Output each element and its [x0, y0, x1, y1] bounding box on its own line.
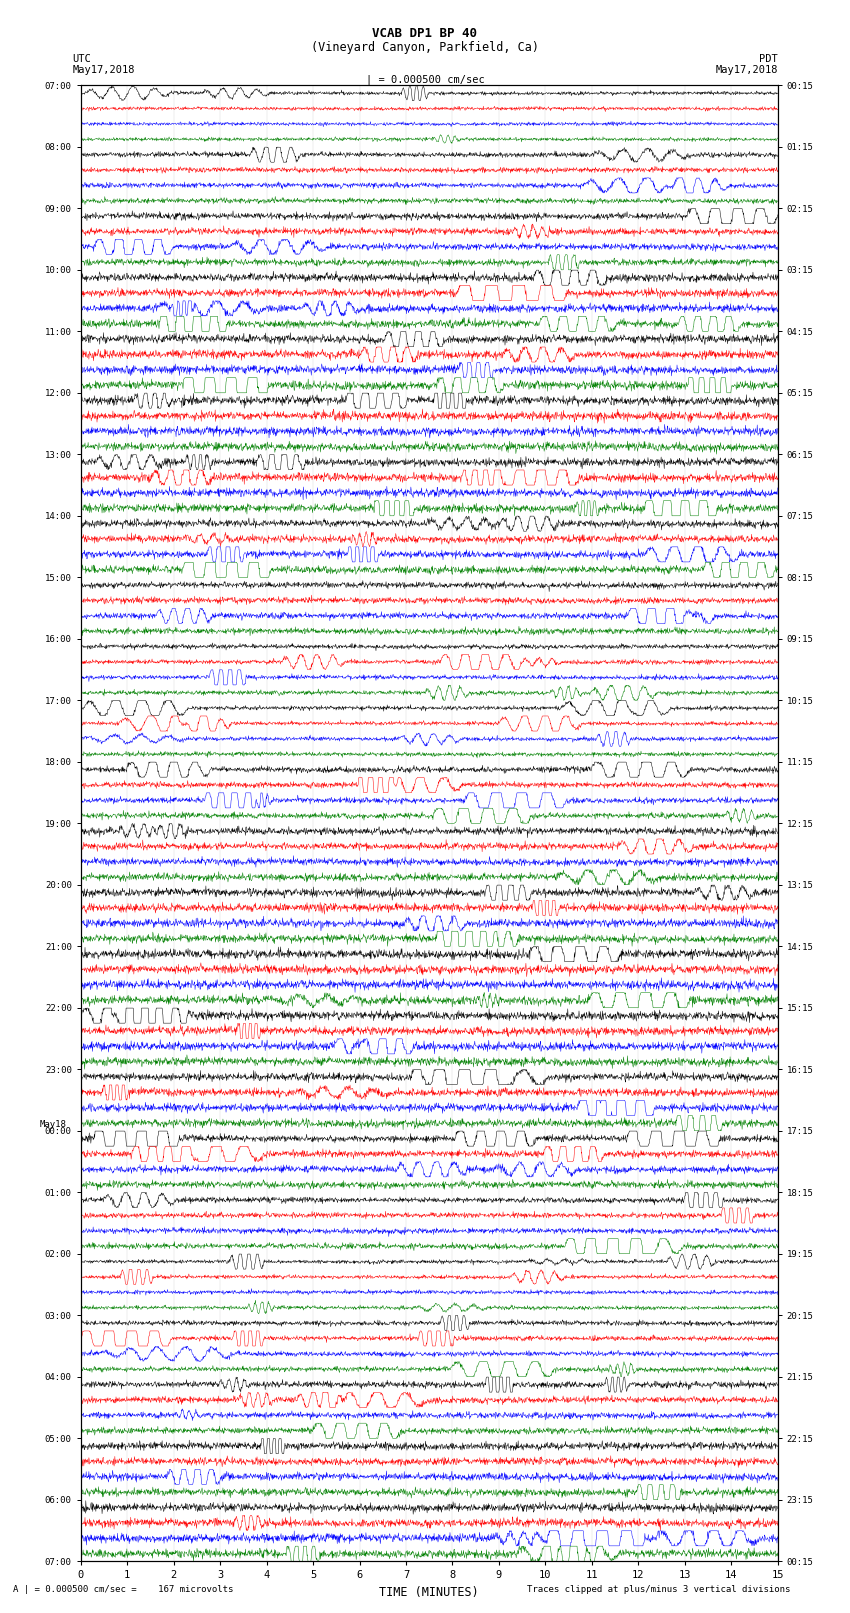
Text: (Vineyard Canyon, Parkfield, Ca): (Vineyard Canyon, Parkfield, Ca): [311, 40, 539, 55]
Text: | = 0.000500 cm/sec: | = 0.000500 cm/sec: [366, 74, 484, 85]
X-axis label: TIME (MINUTES): TIME (MINUTES): [379, 1586, 479, 1598]
Text: UTC: UTC: [72, 53, 91, 65]
Text: May17,2018: May17,2018: [715, 65, 778, 74]
Text: A | = 0.000500 cm/sec =    167 microvolts: A | = 0.000500 cm/sec = 167 microvolts: [13, 1584, 233, 1594]
Text: PDT: PDT: [759, 53, 778, 65]
Text: May17,2018: May17,2018: [72, 65, 135, 74]
Text: VCAB DP1 BP 40: VCAB DP1 BP 40: [372, 26, 478, 40]
Text: Traces clipped at plus/minus 3 vertical divisions: Traces clipped at plus/minus 3 vertical …: [527, 1584, 790, 1594]
Text: May18: May18: [40, 1119, 67, 1129]
